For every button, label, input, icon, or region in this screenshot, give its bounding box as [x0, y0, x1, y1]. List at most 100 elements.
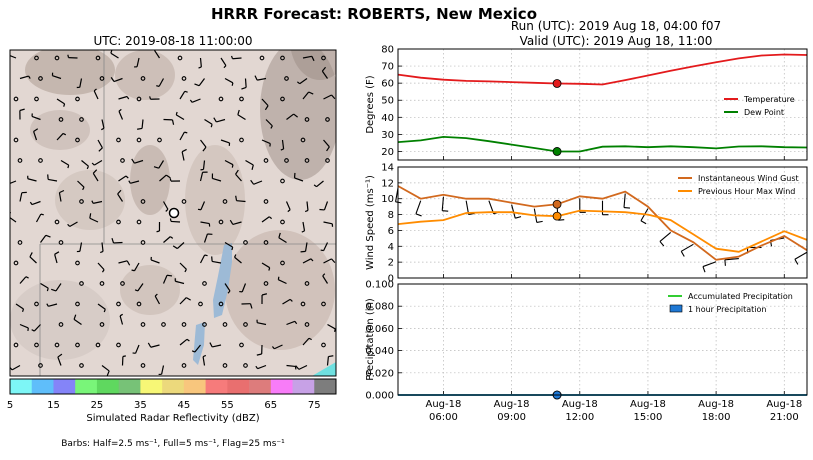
- calm-wind-marker: [222, 322, 228, 327]
- calm-wind-marker: [243, 363, 248, 368]
- x-tick-label: 15:00: [634, 412, 663, 423]
- colorbar-swatch: [162, 379, 185, 394]
- terrain-map: [10, 50, 336, 376]
- panel-3: 0.000 0.020 0.040 0.060 0.080 0.100 Precipitat…: [365, 280, 808, 402]
- colorbar-tick-label: 35: [134, 400, 147, 411]
- wind-barb: [323, 94, 336, 100]
- calm-wind-marker: [75, 260, 80, 266]
- colorbar-tick-label: 45: [177, 400, 190, 411]
- wind-barb: [119, 313, 124, 325]
- calm-wind-marker: [300, 301, 306, 307]
- calm-wind-marker: [280, 96, 285, 102]
- colorbar-swatch: [75, 379, 98, 394]
- calm-wind-marker: [79, 281, 84, 286]
- wind-barb: [31, 324, 41, 332]
- calm-wind-marker: [140, 199, 146, 204]
- colorbar-tick-label: 5: [7, 400, 13, 411]
- wind-barb: [19, 108, 25, 120]
- calm-wind-marker: [239, 96, 244, 102]
- series-line: [397, 53, 808, 86]
- calm-wind-marker: [38, 158, 43, 163]
- wind-barb: [265, 119, 273, 129]
- calm-wind-marker: [280, 219, 285, 225]
- calm-wind-marker: [218, 301, 224, 307]
- calm-wind-marker: [58, 240, 64, 245]
- calm-wind-marker: [34, 96, 39, 102]
- wind-barb: [111, 238, 123, 244]
- calm-wind-marker: [304, 281, 310, 286]
- colorbar-swatch: [183, 379, 206, 394]
- x-tick-label: 18:00: [702, 412, 731, 423]
- reflectivity-colorbar: 5 15 25 35 45 55 65 75: [7, 378, 337, 411]
- calm-wind-marker: [280, 55, 285, 61]
- wind-barb: [67, 54, 78, 59]
- wind-barb: [304, 201, 309, 213]
- calm-wind-marker: [243, 322, 248, 327]
- wind-barb: [181, 148, 187, 161]
- calm-wind-marker: [34, 301, 39, 307]
- calm-wind-marker: [116, 219, 121, 225]
- wind-barb: [241, 78, 247, 90]
- wind-barb: [794, 251, 808, 265]
- wind-barb: [239, 283, 247, 293]
- calm-wind-marker: [136, 219, 142, 225]
- wind-barb: [77, 180, 85, 191]
- current-time-marker: [552, 211, 562, 221]
- wind-barb: [255, 364, 267, 370]
- calm-wind-marker: [325, 158, 330, 163]
- panel-frame: [397, 283, 808, 396]
- wind-barb: [313, 180, 324, 188]
- calm-wind-marker: [140, 76, 146, 81]
- wind-barb: [73, 314, 82, 325]
- wind-barb: [54, 251, 60, 264]
- wind-barb: [282, 298, 293, 305]
- calm-wind-marker: [181, 76, 187, 81]
- wind-barb: [40, 234, 51, 243]
- wind-barb: [659, 232, 672, 247]
- x-tick-label: Aug-18: [630, 399, 666, 410]
- wind-barb: [15, 303, 25, 313]
- calm-wind-marker: [99, 322, 105, 327]
- y-tick-label: 20: [381, 147, 394, 158]
- wind-barb: [51, 283, 62, 292]
- colorbar-swatch: [140, 379, 163, 394]
- wind-barb: [179, 262, 187, 273]
- y-tick-label: 6: [388, 226, 394, 237]
- y-tick-label: 30: [381, 130, 394, 141]
- y-tick-label: 0.060: [365, 324, 394, 335]
- wind-barb: [237, 109, 246, 121]
- wind-barb: [76, 242, 83, 253]
- wind-barb: [10, 180, 17, 185]
- calm-wind-marker: [17, 158, 23, 163]
- x-tick-label: Aug-18: [698, 399, 734, 410]
- calm-wind-marker: [95, 342, 101, 348]
- calm-wind-marker: [304, 322, 310, 327]
- wind-barb: [156, 78, 165, 87]
- wind-barb: [322, 273, 329, 284]
- wind-barb: [163, 118, 175, 125]
- barb-legend-note: Barbs: Half=2.5 ms⁻¹, Full=5 ms⁻¹, Flag=…: [61, 439, 285, 449]
- wind-barb: [128, 180, 140, 184]
- series-line: [397, 185, 808, 261]
- wind-barb: [200, 139, 207, 152]
- calm-wind-marker: [54, 219, 60, 225]
- calm-wind-marker: [136, 137, 142, 143]
- calm-wind-marker: [218, 96, 224, 102]
- x-tick-label: Aug-18: [426, 399, 462, 410]
- legend: Temperature Dew Point: [724, 95, 795, 117]
- wind-barb: [280, 139, 285, 151]
- wind-barb: [623, 193, 631, 209]
- y-axis-label: Precipitation (in): [365, 298, 376, 381]
- wind-barb: [323, 258, 336, 264]
- wind-barb: [323, 139, 330, 152]
- wind-barb: [189, 98, 201, 103]
- calm-wind-marker: [222, 363, 228, 368]
- wind-barb: [220, 57, 227, 69]
- wind-barb: [154, 293, 161, 305]
- colorbar-frame: [9, 378, 337, 395]
- wind-barb: [92, 169, 99, 182]
- wind-barb: [680, 243, 694, 257]
- location-marker: [168, 207, 180, 219]
- y-tick-label: 10: [381, 194, 394, 205]
- x-tick-label: 09:00: [497, 412, 526, 423]
